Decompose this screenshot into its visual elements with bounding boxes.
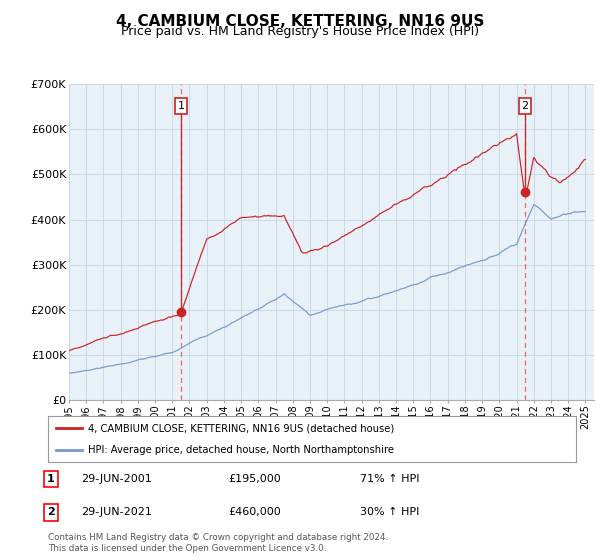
Text: Price paid vs. HM Land Registry's House Price Index (HPI): Price paid vs. HM Land Registry's House … bbox=[121, 25, 479, 38]
Text: 2: 2 bbox=[47, 507, 55, 517]
Text: 29-JUN-2001: 29-JUN-2001 bbox=[81, 474, 152, 484]
Text: £195,000: £195,000 bbox=[228, 474, 281, 484]
Text: 1: 1 bbox=[47, 474, 55, 484]
Text: 4, CAMBIUM CLOSE, KETTERING, NN16 9US (detached house): 4, CAMBIUM CLOSE, KETTERING, NN16 9US (d… bbox=[88, 423, 394, 433]
Text: 4, CAMBIUM CLOSE, KETTERING, NN16 9US: 4, CAMBIUM CLOSE, KETTERING, NN16 9US bbox=[116, 14, 484, 29]
Text: 30% ↑ HPI: 30% ↑ HPI bbox=[360, 507, 419, 517]
Text: 1: 1 bbox=[178, 101, 184, 111]
Text: HPI: Average price, detached house, North Northamptonshire: HPI: Average price, detached house, Nort… bbox=[88, 445, 394, 455]
Text: 2: 2 bbox=[521, 101, 529, 111]
Text: £460,000: £460,000 bbox=[228, 507, 281, 517]
Text: Contains HM Land Registry data © Crown copyright and database right 2024.
This d: Contains HM Land Registry data © Crown c… bbox=[48, 533, 388, 553]
Text: 71% ↑ HPI: 71% ↑ HPI bbox=[360, 474, 419, 484]
Text: 29-JUN-2021: 29-JUN-2021 bbox=[81, 507, 152, 517]
